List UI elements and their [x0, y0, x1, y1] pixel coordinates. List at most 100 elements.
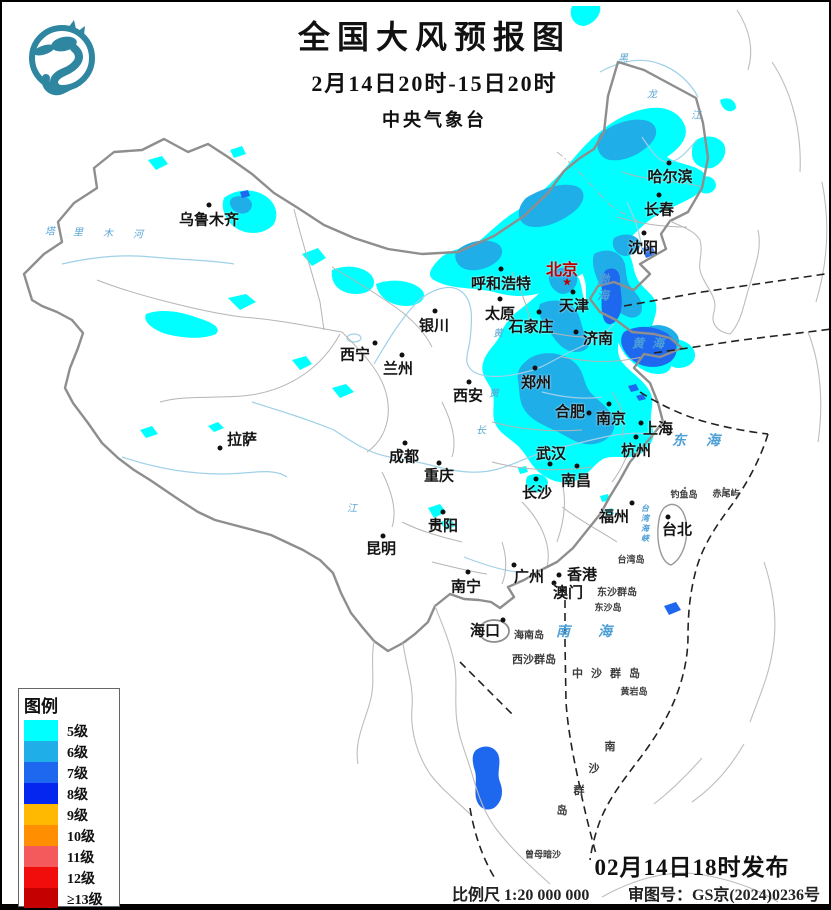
legend-swatch — [24, 720, 58, 741]
city-dot — [436, 460, 442, 466]
island-label: 赤尾屿 — [712, 488, 740, 499]
legend-swatch — [24, 867, 58, 888]
issue-time: 02月14日18时发布 — [594, 855, 790, 880]
city-dot — [533, 476, 539, 482]
legend: 图例 5级 6级 7级 8级 9级 10级 11级 12级 ≥13级 — [18, 688, 120, 908]
island-label: 岛 — [556, 805, 568, 817]
city-dot — [532, 365, 538, 371]
city-dot — [465, 569, 471, 575]
city-label: 南昌 — [560, 473, 592, 490]
city-dot — [402, 440, 408, 446]
city-label: 济南 — [582, 331, 614, 348]
city-dot — [466, 379, 472, 385]
river-label: 里 — [73, 227, 83, 239]
legend-title: 图例 — [24, 697, 58, 716]
city-dot — [380, 533, 386, 539]
city-dot — [511, 562, 517, 568]
legend-swatch — [24, 741, 58, 762]
city-label: 拉萨 — [226, 432, 258, 449]
city-label: 西安 — [452, 388, 484, 405]
legend-item: 5级 — [24, 720, 119, 741]
city-label: 贵阳 — [427, 518, 459, 535]
legend-swatch — [24, 783, 58, 804]
city-label: 哈尔滨 — [647, 169, 693, 186]
city-dot — [574, 463, 580, 469]
map-header: 全国大风预报图 2月14日20时-15日20时 中央气象台 — [242, 12, 627, 132]
island-label: 南 — [604, 741, 616, 753]
city-dot — [498, 266, 504, 272]
city-dot — [633, 434, 639, 440]
legend-list: 5级 6级 7级 8级 9级 10级 11级 12级 ≥13级 — [24, 720, 119, 908]
city-dot — [217, 445, 223, 451]
city-label: 武汉 — [535, 446, 567, 463]
city-label: 成都 — [388, 449, 420, 466]
sea-label: 渤海 — [595, 273, 610, 305]
city-label: 乌鲁木齐 — [178, 212, 240, 229]
island-label: 东沙岛 — [594, 602, 622, 613]
legend-item: 10级 — [24, 825, 119, 846]
legend-label: 11级 — [67, 850, 95, 866]
agency-name: 中央气象台 — [382, 110, 487, 130]
legend-item: 11级 — [24, 846, 119, 867]
map-title: 全国大风预报图 — [297, 19, 571, 55]
island-label: 曾母暗沙 — [524, 849, 562, 860]
island-label: 沙 — [588, 763, 600, 775]
legend-swatch — [24, 888, 58, 908]
legend-label: 6级 — [67, 745, 88, 761]
river-label: 龙 — [647, 89, 657, 101]
city-label: 太原 — [484, 306, 516, 323]
legend-swatch — [24, 762, 58, 783]
island-label: 中沙群岛 — [572, 668, 648, 680]
city-dot — [536, 309, 542, 315]
city-label: 合肥 — [554, 404, 586, 421]
legend-label: 7级 — [67, 766, 88, 782]
city-label: 杭州 — [620, 443, 652, 460]
city-label: 银川 — [418, 318, 450, 335]
city-dot — [556, 572, 562, 578]
legend-swatch — [24, 846, 58, 867]
city-label: 呼和浩特 — [470, 276, 532, 293]
legend-item: 6级 — [24, 741, 119, 762]
city-dot — [497, 296, 503, 302]
sea-label: 东海 — [672, 434, 740, 449]
city-label: 南京 — [595, 411, 627, 428]
city-label: 长春 — [643, 202, 675, 219]
city-label: 郑州 — [520, 375, 552, 392]
map-scale: 比例尺 1:20 000 000 — [452, 887, 590, 904]
city-dot — [570, 289, 576, 295]
city-dot — [586, 410, 592, 416]
island-label: 黄岩岛 — [620, 686, 648, 697]
foreign-coastlines — [356, 9, 828, 903]
city-dot — [440, 509, 446, 515]
river-label: 江 — [691, 110, 701, 122]
city-label: 广州 — [513, 569, 545, 586]
city-dot — [666, 160, 672, 166]
city-dot — [638, 420, 644, 426]
legend-label: 10级 — [67, 829, 95, 845]
cma-logo-icon — [22, 18, 102, 98]
city-label: 福州 — [598, 509, 630, 526]
city-dot — [656, 192, 662, 198]
city-label: 兰州 — [382, 361, 414, 378]
city-label: 香港 — [566, 567, 598, 584]
city-label: 长沙 — [521, 485, 553, 502]
legend-label: 9级 — [67, 808, 88, 824]
city-dot — [573, 329, 579, 335]
sea-label: 南海 — [556, 625, 640, 640]
city-dot — [399, 352, 405, 358]
maritime-boundary-dashes — [459, 272, 829, 881]
legend-item: 12级 — [24, 867, 119, 888]
city-label: 海口 — [469, 623, 501, 640]
island-label: 东沙群岛 — [597, 587, 637, 599]
river-label: 木 — [103, 228, 113, 240]
legend-swatch — [24, 825, 58, 846]
city-label: 天津 — [558, 298, 590, 315]
city-label: 昆明 — [365, 541, 397, 558]
river-label: 河 — [133, 229, 143, 241]
river-label: 塔 — [45, 226, 55, 238]
province-borders — [96, 151, 703, 585]
rivers — [61, 59, 699, 573]
city-label: 西宁 — [339, 347, 371, 364]
